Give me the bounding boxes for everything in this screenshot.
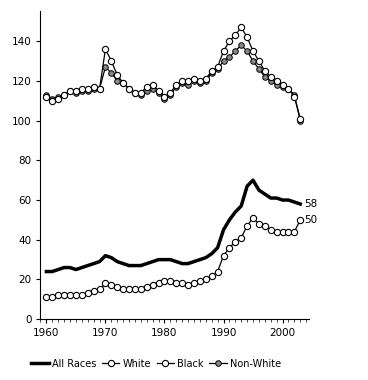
Text: 58: 58 [304,199,318,209]
Legend: All Races, White, Black, Non-White: All Races, White, Black, Non-White [27,355,285,373]
Text: 50: 50 [304,215,318,225]
